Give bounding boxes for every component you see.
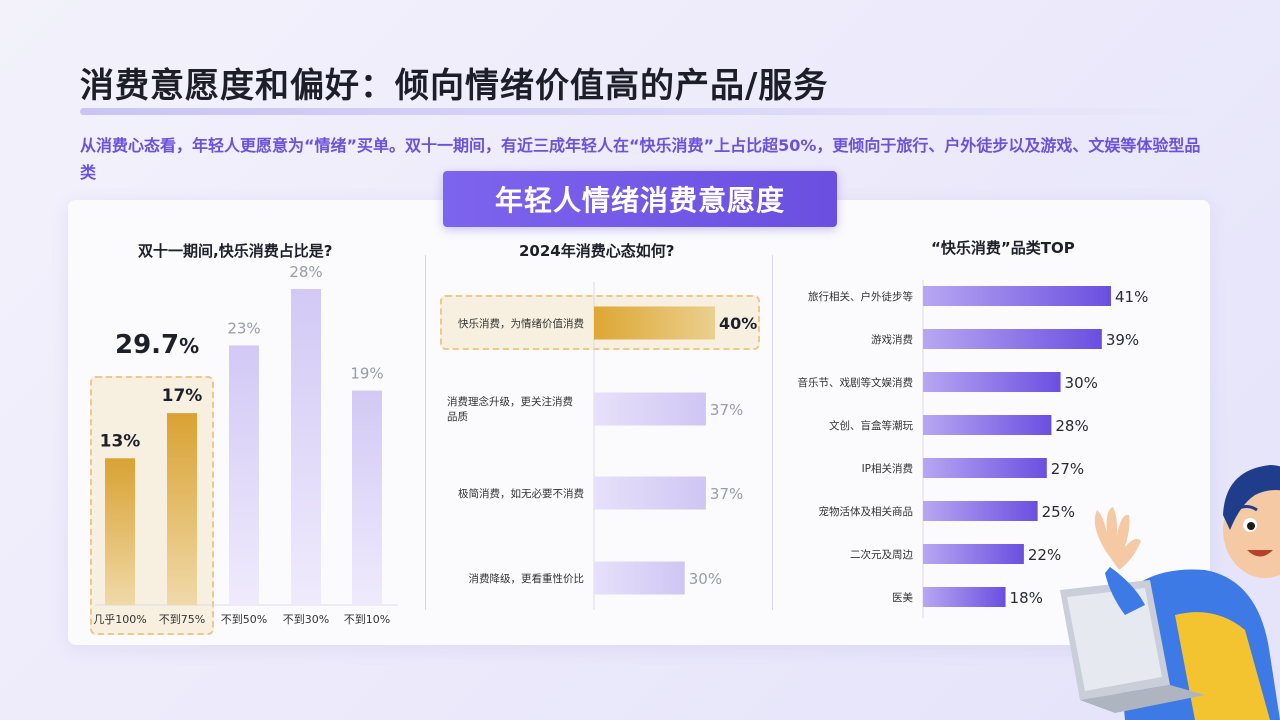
chart2-category-label-cont: 品质 (447, 411, 468, 423)
chart1-value-label: 28% (289, 263, 322, 281)
chart3-title: “快乐消费”品类TOP (931, 239, 1075, 257)
chart3-value-label: 30% (1065, 374, 1098, 392)
chart3-value-label: 41% (1115, 288, 1148, 306)
chart1-highlight-total: 29.7% (115, 330, 199, 360)
chart3-category-label: 文创、盲盒等潮玩 (829, 419, 913, 432)
chart3-bar (923, 458, 1047, 478)
chart3-bar (923, 501, 1038, 521)
chart3-category-label: 二次元及周边 (850, 548, 913, 561)
chart1-category-label: 不到30% (283, 613, 329, 626)
chart1-bar (291, 289, 321, 605)
page-title: 消费意愿度和偏好：倾向情绪价值高的产品/服务 (80, 66, 829, 106)
chart1-bar (105, 458, 135, 605)
chart3-value-label: 18% (1010, 589, 1043, 607)
chart2-bar (594, 306, 715, 340)
chart3-value-label: 27% (1051, 460, 1084, 478)
chart3-bar (923, 544, 1024, 564)
chart1-value-label: 17% (162, 386, 203, 406)
chart2-value-label: 30% (689, 570, 722, 588)
chart3-value-label: 22% (1028, 546, 1061, 564)
chart3-value-label: 28% (1055, 417, 1088, 435)
title-underline (80, 108, 1200, 115)
chart2-value-label: 40% (719, 314, 757, 333)
avatar-illustration (1060, 465, 1280, 720)
section-banner: 年轻人情绪消费意愿度 (443, 171, 837, 227)
chart3-bar (923, 286, 1111, 306)
chart2-category-label: 消费降级，更看重性价比 (469, 572, 585, 585)
chart1-bar (167, 413, 197, 605)
chart3-value-label: 39% (1106, 331, 1139, 349)
chart2-title: 2024年消费心态如何? (519, 242, 675, 260)
chart3-category-label: 音乐节、戏剧等文娱消费 (798, 376, 914, 389)
chart3-value-label: 25% (1042, 503, 1075, 521)
chart1-bar (352, 390, 382, 605)
chart2-bar (594, 392, 706, 426)
chart2-value-label: 37% (710, 485, 743, 503)
chart2-category-label: 消费理念升级，更关注消费 (447, 395, 573, 408)
chart3-bar (923, 329, 1102, 349)
chart2-bar (594, 476, 706, 510)
chart3-category-label: 医美 (892, 591, 913, 604)
page-subtitle: 从消费心态看，年轻人更愿意为“情绪”买单。双十一期间，有近三成年轻人在“快乐消费… (80, 136, 1201, 182)
chart3-plot: 41% 旅行相关、户外徒步等 39% 游戏消费 30% 音乐节、戏剧等文娱消费 28% 文创、… (798, 280, 1148, 618)
chart1-value-label: 23% (227, 319, 260, 337)
chart1-category-label: 不到50% (221, 613, 267, 626)
chart1-value-label: 19% (350, 365, 383, 383)
chart3-bar (923, 587, 1006, 607)
chart1-value-label: 13% (100, 431, 141, 451)
chart3-category-label: 宠物活体及相关商品 (819, 505, 914, 518)
chart3-category-label: 游戏消费 (871, 333, 913, 346)
panel-divider-1 (425, 255, 426, 610)
chart3-bar (923, 415, 1052, 435)
chart2-category-label: 极简消费，如无必要不消费 (458, 487, 584, 500)
chart1-title: 双十一期间,快乐消费占比是? (138, 242, 333, 260)
chart2-category-label: 快乐消费，为情绪价值消费 (458, 317, 584, 330)
chart1-plot: 13% 几乎100% 17% 不到75% 23% 不到50% 28% 不到30% 19% 不到10… (93, 263, 398, 626)
chart1-highlight-total-value: 29.7 (115, 330, 180, 360)
chart2-value-label: 37% (710, 401, 743, 419)
chart1-category-label: 不到75% (159, 613, 205, 626)
chart3-category-label: IP相关消费 (862, 462, 913, 475)
chart3-bar (923, 372, 1061, 392)
chart2-bar (594, 561, 685, 595)
chart1-bar (229, 345, 259, 605)
chart1-category-label: 几乎100% (93, 613, 146, 626)
panel-divider-2 (772, 255, 773, 610)
chart1-highlight-total-unit: % (179, 334, 200, 358)
chart1-category-label: 不到10% (344, 613, 390, 626)
chart3-category-label: 旅行相关、户外徒步等 (808, 290, 913, 303)
